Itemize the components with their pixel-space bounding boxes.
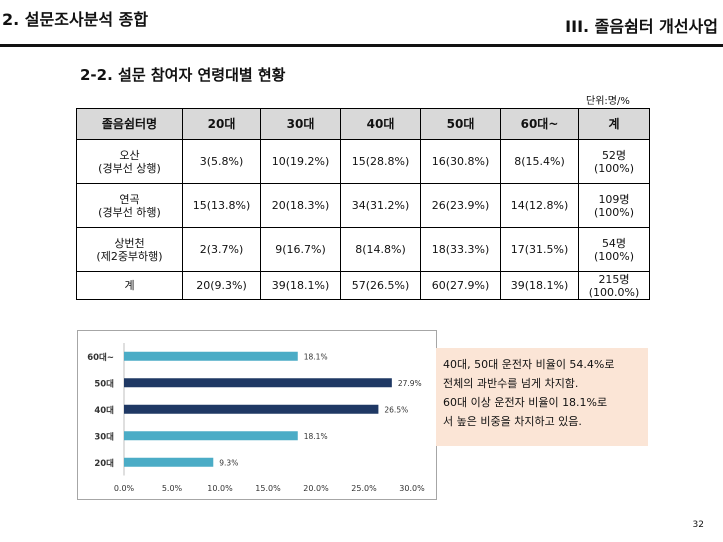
header-divider bbox=[0, 44, 723, 47]
table-row: 연곡 (경부선 하행) 15(13.8%) 20(18.3%) 34(31.2%)… bbox=[76, 183, 650, 228]
bar bbox=[124, 378, 392, 388]
table-cell: 34(31.2%) bbox=[340, 183, 421, 228]
unit-label: 단위:명/% bbox=[586, 96, 630, 107]
shelter-name-cell: 계 bbox=[76, 271, 183, 300]
bar bbox=[124, 457, 214, 467]
table-cell: 3(5.8%) bbox=[182, 139, 261, 184]
note-line: 전체의 과반수를 넘게 차지함. bbox=[443, 377, 579, 390]
chapter-title: III. 졸음쉼터 개선사업 bbox=[565, 17, 718, 36]
table-cell: 20(18.3%) bbox=[260, 183, 341, 228]
shelter-name-cell: 오산 (경부선 상행) bbox=[76, 139, 183, 184]
data-label: 18.1% bbox=[304, 432, 328, 441]
total-cell: 109명 (100%) bbox=[578, 183, 650, 228]
table-header-cell: 50대 bbox=[420, 108, 501, 140]
table-cell: 15(13.8%) bbox=[182, 183, 261, 228]
table-cell: 8(15.4%) bbox=[500, 139, 579, 184]
data-label: 27.9% bbox=[398, 379, 422, 388]
table-row: 오산 (경부선 상행) 3(5.8%) 10(19.2%) 15(28.8%) 1… bbox=[76, 139, 650, 184]
page-subtitle: 2-2. 설문 참여자 연령대별 현황 bbox=[80, 66, 286, 84]
bar bbox=[124, 351, 298, 361]
summary-note: 40대, 50대 운전자 비율이 54.4%로 전체의 과반수를 넘게 차지함.… bbox=[436, 348, 648, 446]
category-label: 50대 bbox=[94, 378, 114, 389]
age-bar-chart: 60대~ 18.1% 50대 27.9% 40대 26.5% 30대 18.1% 20대 9.3%… bbox=[77, 330, 437, 500]
bar bbox=[124, 431, 298, 441]
note-line: 서 높은 비중을 차지하고 있음. bbox=[443, 415, 582, 428]
bar bbox=[124, 404, 379, 414]
table-cell: 8(14.8%) bbox=[340, 227, 421, 272]
table-cell: 60(27.9%) bbox=[420, 271, 501, 300]
table-cell: 26(23.9%) bbox=[420, 183, 501, 228]
table-header-cell: 20대 bbox=[182, 108, 261, 140]
category-label: 20대 bbox=[94, 458, 114, 469]
chart-canvas: 60대~ 18.1% 50대 27.9% 40대 26.5% 30대 18.1% 20대 9.3%… bbox=[87, 343, 425, 493]
section-title: 2. 설문조사분석 종합 bbox=[2, 10, 149, 29]
total-cell: 54명 (100%) bbox=[578, 227, 650, 272]
table-cell: 16(30.8%) bbox=[420, 139, 501, 184]
data-label: 26.5% bbox=[384, 405, 408, 414]
table-cell: 18(33.3%) bbox=[420, 227, 501, 272]
total-cell: 52명 (100%) bbox=[578, 139, 650, 184]
x-tick-label: 5.0% bbox=[162, 484, 183, 493]
x-tick-label: 30.0% bbox=[399, 484, 425, 493]
data-label: 18.1% bbox=[304, 352, 328, 361]
page-number: 32 bbox=[692, 520, 704, 530]
table-cell: 39(18.1%) bbox=[260, 271, 341, 300]
table-cell: 10(19.2%) bbox=[260, 139, 341, 184]
age-distribution-table: 졸음쉼터명 20대 30대 40대 50대 60대~ 계 오산 (경부선 상행) … bbox=[76, 108, 650, 300]
table-cell: 2(3.7%) bbox=[182, 227, 261, 272]
table-cell: 9(16.7%) bbox=[260, 227, 341, 272]
total-cell: 215명 (100.0%) bbox=[578, 271, 650, 300]
table-header-cell: 60대~ bbox=[500, 108, 579, 140]
data-label: 9.3% bbox=[219, 458, 238, 467]
x-tick-label: 0.0% bbox=[114, 484, 135, 493]
x-tick-label: 15.0% bbox=[255, 484, 281, 493]
category-label: 40대 bbox=[94, 405, 114, 416]
note-line: 60대 이상 운전자 비율이 18.1%로 bbox=[443, 396, 608, 409]
table-cell: 57(26.5%) bbox=[340, 271, 421, 300]
table-header-cell: 졸음쉼터명 bbox=[76, 108, 183, 140]
table-header-cell: 30대 bbox=[260, 108, 341, 140]
table-header-row: 졸음쉼터명 20대 30대 40대 50대 60대~ 계 bbox=[76, 108, 650, 140]
table-cell: 17(31.5%) bbox=[500, 227, 579, 272]
table-header-cell: 계 bbox=[578, 108, 650, 140]
shelter-name-cell: 상번천 (제2중부하행) bbox=[76, 227, 183, 272]
category-label: 60대~ bbox=[87, 352, 114, 363]
category-label: 30대 bbox=[94, 431, 114, 442]
table-cell: 39(18.1%) bbox=[500, 271, 579, 300]
table-header-cell: 40대 bbox=[340, 108, 421, 140]
table-total-row: 계 20(9.3%) 39(18.1%) 57(26.5%) 60(27.9%)… bbox=[76, 271, 650, 300]
x-tick-label: 25.0% bbox=[351, 484, 377, 493]
table-cell: 15(28.8%) bbox=[340, 139, 421, 184]
shelter-name-cell: 연곡 (경부선 하행) bbox=[76, 183, 183, 228]
note-line: 40대, 50대 운전자 비율이 54.4%로 bbox=[443, 358, 615, 371]
table-cell: 14(12.8%) bbox=[500, 183, 579, 228]
table-cell: 20(9.3%) bbox=[182, 271, 261, 300]
x-tick-label: 10.0% bbox=[207, 484, 233, 493]
table-row: 상번천 (제2중부하행) 2(3.7%) 9(16.7%) 8(14.8%) 18… bbox=[76, 227, 650, 272]
x-tick-label: 20.0% bbox=[303, 484, 329, 493]
